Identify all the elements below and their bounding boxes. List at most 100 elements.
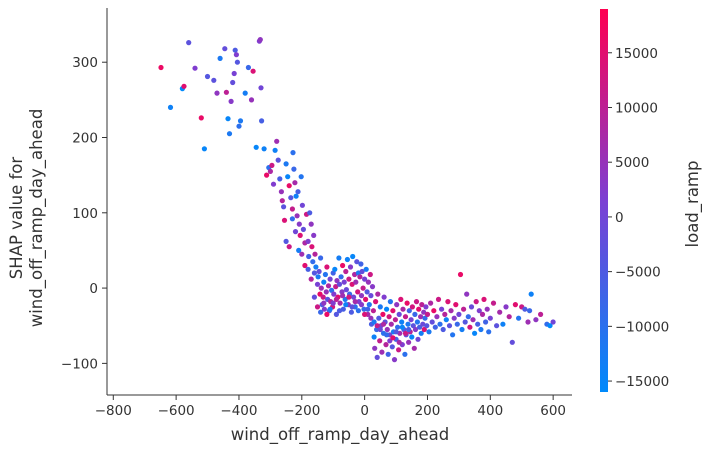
data-point xyxy=(192,65,198,71)
data-point xyxy=(404,300,410,306)
colorbar-ticks: −15000 −10000 −5000 0 5000 10000 15000 xyxy=(608,46,669,390)
data-point xyxy=(349,304,355,310)
x-tick-label: −200 xyxy=(283,403,320,419)
data-point xyxy=(333,284,339,290)
data-point xyxy=(429,319,435,325)
data-point xyxy=(476,308,482,314)
colorbar xyxy=(600,9,608,392)
data-point xyxy=(410,323,416,329)
data-point xyxy=(211,77,217,83)
data-point xyxy=(292,229,299,235)
data-point xyxy=(428,300,434,306)
data-point xyxy=(398,296,404,302)
data-point xyxy=(340,293,346,299)
data-point xyxy=(467,324,473,330)
data-point xyxy=(253,144,259,150)
data-point xyxy=(368,293,374,299)
data-point xyxy=(329,287,335,293)
data-point xyxy=(222,46,228,52)
data-point xyxy=(305,266,311,272)
data-point xyxy=(226,131,233,137)
data-point xyxy=(424,323,430,329)
y-ticks: −100 0 100 200 300 xyxy=(61,55,107,372)
data-point xyxy=(386,314,392,320)
data-point xyxy=(167,104,174,110)
data-point xyxy=(363,266,369,272)
data-point xyxy=(457,271,464,278)
data-point xyxy=(385,351,391,357)
data-point xyxy=(257,37,263,43)
data-point xyxy=(384,306,390,312)
data-point xyxy=(424,311,431,317)
data-point xyxy=(330,300,336,306)
data-point xyxy=(445,299,451,305)
data-point xyxy=(289,216,295,222)
data-point xyxy=(225,116,231,122)
x-tick-label: 400 xyxy=(477,403,503,419)
data-point xyxy=(357,274,363,280)
data-point xyxy=(233,52,239,58)
data-point xyxy=(470,317,476,323)
data-point xyxy=(223,89,229,95)
data-point xyxy=(286,244,292,250)
data-point xyxy=(516,315,522,321)
data-point xyxy=(338,274,344,280)
data-point xyxy=(484,306,490,312)
data-point xyxy=(503,304,509,310)
data-point xyxy=(355,308,361,314)
data-point xyxy=(302,262,308,269)
data-point xyxy=(396,339,402,345)
data-point xyxy=(468,304,475,310)
data-point xyxy=(414,319,420,325)
data-point xyxy=(416,306,422,312)
data-point xyxy=(309,244,315,250)
data-point xyxy=(316,268,322,275)
data-point xyxy=(217,55,223,62)
colorbar-tick-label: 15000 xyxy=(615,46,658,62)
data-point xyxy=(259,118,265,124)
data-point xyxy=(370,308,376,314)
y-tick-label: 300 xyxy=(72,55,98,71)
data-point xyxy=(377,326,383,333)
data-point xyxy=(327,276,333,282)
data-point xyxy=(402,314,409,320)
data-point xyxy=(314,304,321,310)
data-point xyxy=(307,210,313,216)
data-point xyxy=(314,281,321,287)
data-point xyxy=(281,217,288,223)
data-point xyxy=(354,259,360,265)
data-point xyxy=(365,279,371,285)
data-point xyxy=(446,323,453,329)
data-point xyxy=(473,299,479,305)
x-tick-label: −400 xyxy=(220,403,257,419)
data-point xyxy=(325,283,332,289)
data-point xyxy=(415,336,421,342)
data-point xyxy=(281,204,287,210)
data-point xyxy=(389,344,395,350)
data-point xyxy=(376,315,382,321)
data-point xyxy=(285,174,291,180)
data-point xyxy=(371,334,377,340)
data-point xyxy=(423,304,429,310)
colorbar-tick-label: −15000 xyxy=(615,374,669,390)
x-tick-label: 600 xyxy=(540,403,566,419)
data-point xyxy=(242,90,248,96)
data-point xyxy=(412,311,418,317)
data-point xyxy=(277,176,283,182)
data-point xyxy=(315,274,321,280)
data-point xyxy=(372,345,378,351)
data-point xyxy=(289,206,295,212)
data-point xyxy=(299,251,305,257)
data-point xyxy=(237,118,244,124)
data-point xyxy=(348,309,354,315)
data-point xyxy=(412,326,419,333)
data-point xyxy=(369,284,376,290)
data-point xyxy=(361,306,367,312)
data-point xyxy=(437,321,443,327)
data-point xyxy=(440,326,446,333)
data-point xyxy=(333,296,339,302)
data-point xyxy=(390,335,396,341)
data-point xyxy=(494,323,500,329)
data-point xyxy=(366,302,372,308)
data-point xyxy=(435,296,442,302)
